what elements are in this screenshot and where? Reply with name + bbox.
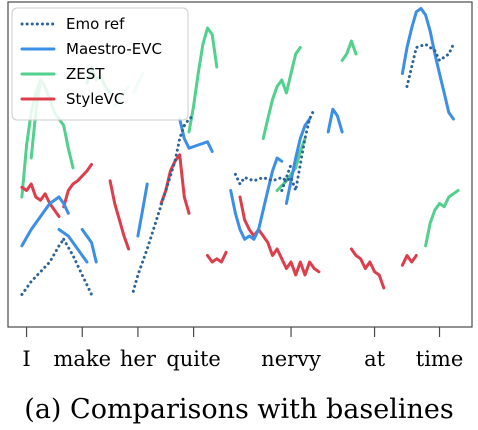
series-maestro-evc-segment-5 [229,156,284,241]
series-maestro-evc-segment-2 [80,228,98,264]
series-maestro-evc-segment-4 [178,117,214,153]
series-stylevc-segment-1 [62,163,93,209]
series-zest-segment-7 [424,189,460,248]
series-emo-ref-segment-3 [182,114,196,127]
x-tick-label-time: time [416,347,464,371]
series-stylevc-segment-4 [206,250,228,264]
x-tick-label-make: make [53,347,111,371]
series-stylevc-segment-5 [238,195,321,277]
series-stylevc-segment-6 [349,247,386,290]
series-zest-segment-5 [275,137,307,192]
series-emo-ref-segment-4 [233,107,316,192]
series-zest-segment-3 [187,26,219,134]
series-maestro-evc-segment-1 [57,228,89,264]
series-stylevc-segment-3 [159,153,191,215]
legend-box [11,7,189,121]
legend-stylevc-label: StyleVC [66,90,124,108]
series-stylevc [20,153,418,290]
x-tick-label-at: at [364,347,386,371]
series-emo-ref-segment-2 [131,124,186,293]
series-emo-ref [20,42,455,296]
series-maestro-evc-segment-3 [136,182,149,238]
series-emo-ref-segment-1 [62,237,93,296]
series-emo-ref-segment-5 [280,163,293,192]
series-stylevc-segment-7 [400,254,418,267]
series-maestro-evc-segment-0 [20,195,70,248]
series-zest-segment-4 [261,46,302,140]
figure-caption: (a) Comparisons with baselines [24,394,453,425]
series-zest-segment-6 [340,39,358,62]
series-emo-ref-segment-6 [405,42,455,88]
series-stylevc-segment-2 [108,179,131,251]
series-emo-ref-segment-0 [20,237,66,296]
legend-zest-label: ZEST [66,65,105,83]
legend-maestro-evc-label: Maestro-EVC [66,40,162,58]
series-stylevc-segment-0 [20,182,61,218]
legend-emo-ref-label: Emo ref [66,15,125,33]
series-maestro-evc-segment-8 [400,7,455,121]
series-maestro-evc-segment-6 [284,117,312,205]
x-tick-label-quite: quite [166,347,221,371]
series-maestro-evc [20,7,455,264]
x-tick-label-her: her [120,347,157,371]
legend: Emo ref Maestro-EVC ZEST StyleVC [11,7,189,121]
plot-frame [7,1,473,328]
series-maestro-evc-segment-7 [326,107,344,134]
x-tick-label-i: I [22,347,30,371]
x-tick-label-nervy: nervy [261,347,321,371]
